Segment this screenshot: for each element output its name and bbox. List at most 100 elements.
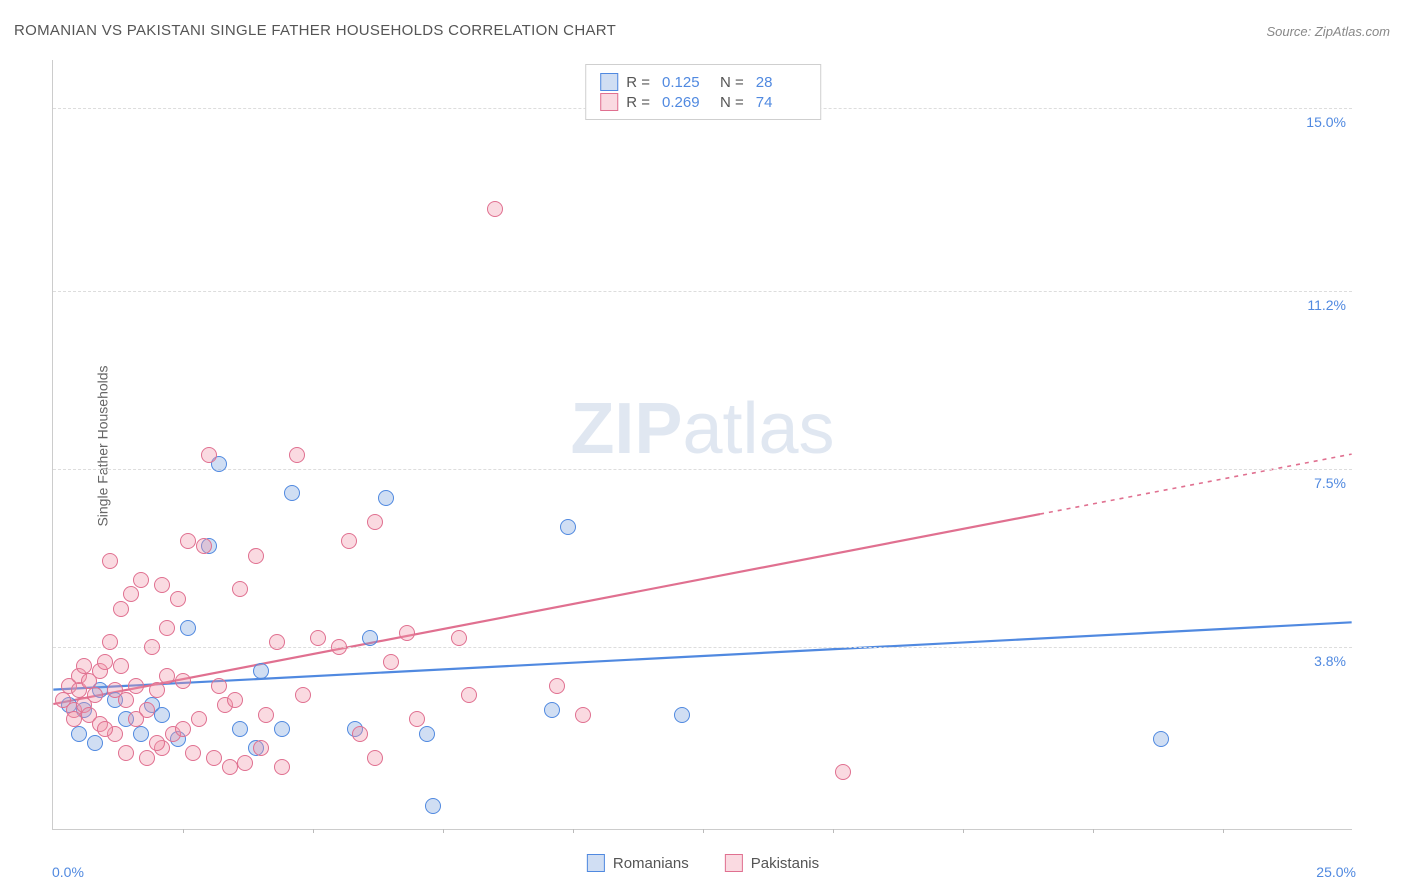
data-point xyxy=(232,581,248,597)
x-tick xyxy=(1093,829,1094,833)
data-point xyxy=(258,707,274,723)
r-label: R = xyxy=(626,94,650,111)
data-point xyxy=(419,726,435,742)
data-point xyxy=(269,634,285,650)
x-axis-min-label: 0.0% xyxy=(52,864,84,880)
data-point xyxy=(227,692,243,708)
data-point xyxy=(1153,731,1169,747)
data-point xyxy=(352,726,368,742)
data-point xyxy=(253,740,269,756)
data-point xyxy=(341,533,357,549)
n-value-blue: 28 xyxy=(756,74,806,91)
data-point xyxy=(248,548,264,564)
data-point xyxy=(274,721,290,737)
data-point xyxy=(674,707,690,723)
data-point xyxy=(76,658,92,674)
data-point xyxy=(289,447,305,463)
data-point xyxy=(154,707,170,723)
data-point xyxy=(201,447,217,463)
x-tick xyxy=(443,829,444,833)
y-tick-label: 3.8% xyxy=(1314,653,1346,669)
legend-item-pakistanis: Pakistanis xyxy=(725,854,819,872)
data-point xyxy=(97,654,113,670)
data-point xyxy=(87,735,103,751)
data-point xyxy=(175,673,191,689)
data-point xyxy=(284,485,300,501)
data-point xyxy=(118,692,134,708)
data-point xyxy=(206,750,222,766)
data-point xyxy=(170,591,186,607)
watermark-bold: ZIP xyxy=(570,389,682,469)
data-point xyxy=(159,668,175,684)
data-point xyxy=(113,601,129,617)
n-label: N = xyxy=(720,74,744,91)
chart-title: ROMANIAN VS PAKISTANI SINGLE FATHER HOUS… xyxy=(14,22,616,39)
x-tick xyxy=(703,829,704,833)
data-point xyxy=(575,707,591,723)
data-point xyxy=(274,759,290,775)
data-point xyxy=(144,639,160,655)
data-point xyxy=(185,745,201,761)
data-point xyxy=(180,620,196,636)
data-point xyxy=(211,678,227,694)
data-point xyxy=(97,721,113,737)
data-point xyxy=(133,572,149,588)
data-point xyxy=(118,745,134,761)
swatch-blue xyxy=(587,854,605,872)
data-point xyxy=(222,759,238,775)
data-point xyxy=(232,721,248,737)
data-point xyxy=(87,687,103,703)
source-label: Source: ZipAtlas.com xyxy=(1266,24,1390,39)
r-label: R = xyxy=(626,74,650,91)
data-point xyxy=(425,798,441,814)
gridline xyxy=(53,469,1352,470)
x-tick xyxy=(313,829,314,833)
scatter-plot: ZIPatlas 3.8%7.5%11.2%15.0% xyxy=(52,60,1352,830)
data-point xyxy=(331,639,347,655)
data-point xyxy=(310,630,326,646)
n-value-pink: 74 xyxy=(756,94,806,111)
data-point xyxy=(295,687,311,703)
data-point xyxy=(487,201,503,217)
legend-label: Romanians xyxy=(613,855,689,872)
bottom-legend: Romanians Pakistanis xyxy=(587,854,819,872)
y-tick-label: 11.2% xyxy=(1307,297,1346,313)
data-point xyxy=(362,630,378,646)
data-point xyxy=(159,620,175,636)
data-point xyxy=(128,711,144,727)
r-value-blue: 0.125 xyxy=(662,74,712,91)
swatch-pink xyxy=(600,93,618,111)
data-point xyxy=(154,577,170,593)
stat-row-blue: R = 0.125 N = 28 xyxy=(600,73,806,91)
y-tick-label: 7.5% xyxy=(1314,475,1346,491)
swatch-blue xyxy=(600,73,618,91)
data-point xyxy=(196,538,212,554)
data-point xyxy=(102,553,118,569)
data-point xyxy=(113,658,129,674)
x-axis-max-label: 25.0% xyxy=(1316,864,1356,880)
regression-lines xyxy=(53,60,1352,829)
watermark: ZIPatlas xyxy=(570,388,834,470)
x-tick xyxy=(833,829,834,833)
data-point xyxy=(544,702,560,718)
x-tick xyxy=(183,829,184,833)
r-value-pink: 0.269 xyxy=(662,94,712,111)
data-point xyxy=(383,654,399,670)
data-point xyxy=(180,533,196,549)
data-point xyxy=(128,678,144,694)
x-tick xyxy=(963,829,964,833)
data-point xyxy=(123,586,139,602)
data-point xyxy=(367,750,383,766)
data-point xyxy=(560,519,576,535)
data-point xyxy=(451,630,467,646)
data-point xyxy=(378,490,394,506)
data-point xyxy=(237,755,253,771)
data-point xyxy=(149,682,165,698)
data-point xyxy=(149,735,165,751)
data-point xyxy=(409,711,425,727)
gridline xyxy=(53,291,1352,292)
data-point xyxy=(71,726,87,742)
data-point xyxy=(175,721,191,737)
x-tick xyxy=(1223,829,1224,833)
x-tick xyxy=(573,829,574,833)
